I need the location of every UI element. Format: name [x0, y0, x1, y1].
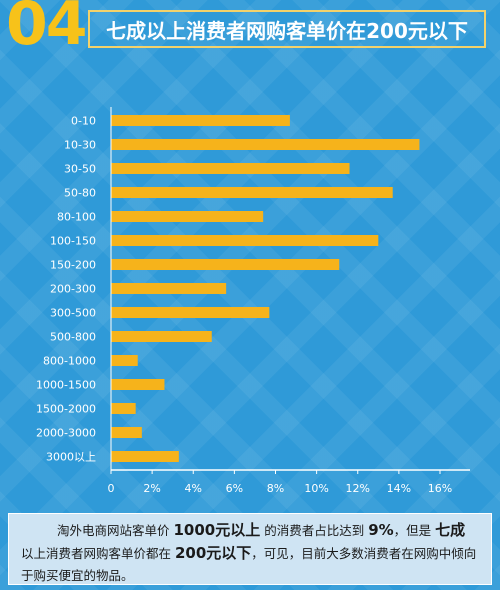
- y-tick-label: 80-100: [57, 211, 96, 224]
- y-tick-label: 1500-2000: [36, 403, 96, 416]
- bar: [111, 331, 212, 342]
- y-tick-label: 200-300: [50, 283, 96, 296]
- bar-chart: 0-10 10-30 30-50 50-80 80-100 100-150 150-200 2…: [36, 107, 470, 495]
- caption-text-4: 以上消费者网购客单价都在: [21, 546, 175, 561]
- caption-box: 淘外电商网站客单价 1000元以上 的消费者占比达到 9%，但是 七成 以上消费…: [8, 513, 492, 585]
- y-tick-label: 50-80: [64, 187, 96, 200]
- chart-title: 七成以上消费者网购客单价在200元以下: [88, 10, 486, 48]
- bar: [111, 115, 290, 126]
- y-tick-label: 2000-3000: [36, 427, 96, 440]
- y-tick-label: 300-500: [50, 307, 96, 320]
- x-tick-label: 16%: [428, 482, 452, 495]
- bar: [111, 235, 379, 246]
- y-tick-label: 500-800: [50, 331, 96, 344]
- y-tick-label: 10-30: [64, 139, 96, 152]
- x-tick-label: 10%: [304, 482, 328, 495]
- bar: [111, 211, 264, 222]
- caption-text-5: ，可见，目前大多数消费者在网购中倾向于购买便宜的物品。: [21, 546, 477, 583]
- caption-emphasis-1: 1000元以上: [173, 521, 261, 539]
- bar: [111, 139, 420, 150]
- x-tick-label: 14%: [387, 482, 411, 495]
- caption-emphasis-4: 200元以下: [174, 544, 252, 562]
- caption-text-1: 淘外电商网站客单价: [57, 523, 174, 538]
- y-tick-label: 150-200: [50, 259, 96, 272]
- bar: [111, 427, 142, 438]
- x-tick-label: 6%: [226, 482, 243, 495]
- caption-text-3: ，但是: [393, 523, 436, 538]
- section-number: 04: [6, 0, 87, 59]
- x-tick-label: 0: [108, 482, 115, 495]
- bar: [111, 403, 136, 414]
- caption-emphasis-2: 9%: [368, 521, 394, 539]
- caption-text-2: 的消费者占比达到: [260, 523, 369, 538]
- x-tick-label: 12%: [346, 482, 370, 495]
- bar: [111, 379, 165, 390]
- caption-emphasis-3: 七成: [435, 521, 466, 539]
- bar: [111, 283, 227, 294]
- y-tick-label: 800-1000: [43, 355, 96, 368]
- y-tick-label: 1000-1500: [36, 379, 96, 392]
- y-tick-label: 0-10: [71, 115, 96, 128]
- bar: [111, 187, 393, 198]
- x-tick-label: 2%: [143, 482, 160, 495]
- bar: [111, 259, 340, 270]
- bar: [111, 355, 138, 366]
- y-tick-label: 100-150: [50, 235, 96, 248]
- bar: [111, 163, 350, 174]
- bar: [111, 451, 179, 462]
- bar: [111, 307, 270, 318]
- header: 04 七成以上消费者网购客单价在200元以下: [0, 0, 500, 60]
- y-tick-label: 30-50: [64, 163, 96, 176]
- y-tick-label: 3000以上: [46, 451, 96, 464]
- x-tick-label: 8%: [267, 482, 284, 495]
- x-tick-label: 4%: [185, 482, 202, 495]
